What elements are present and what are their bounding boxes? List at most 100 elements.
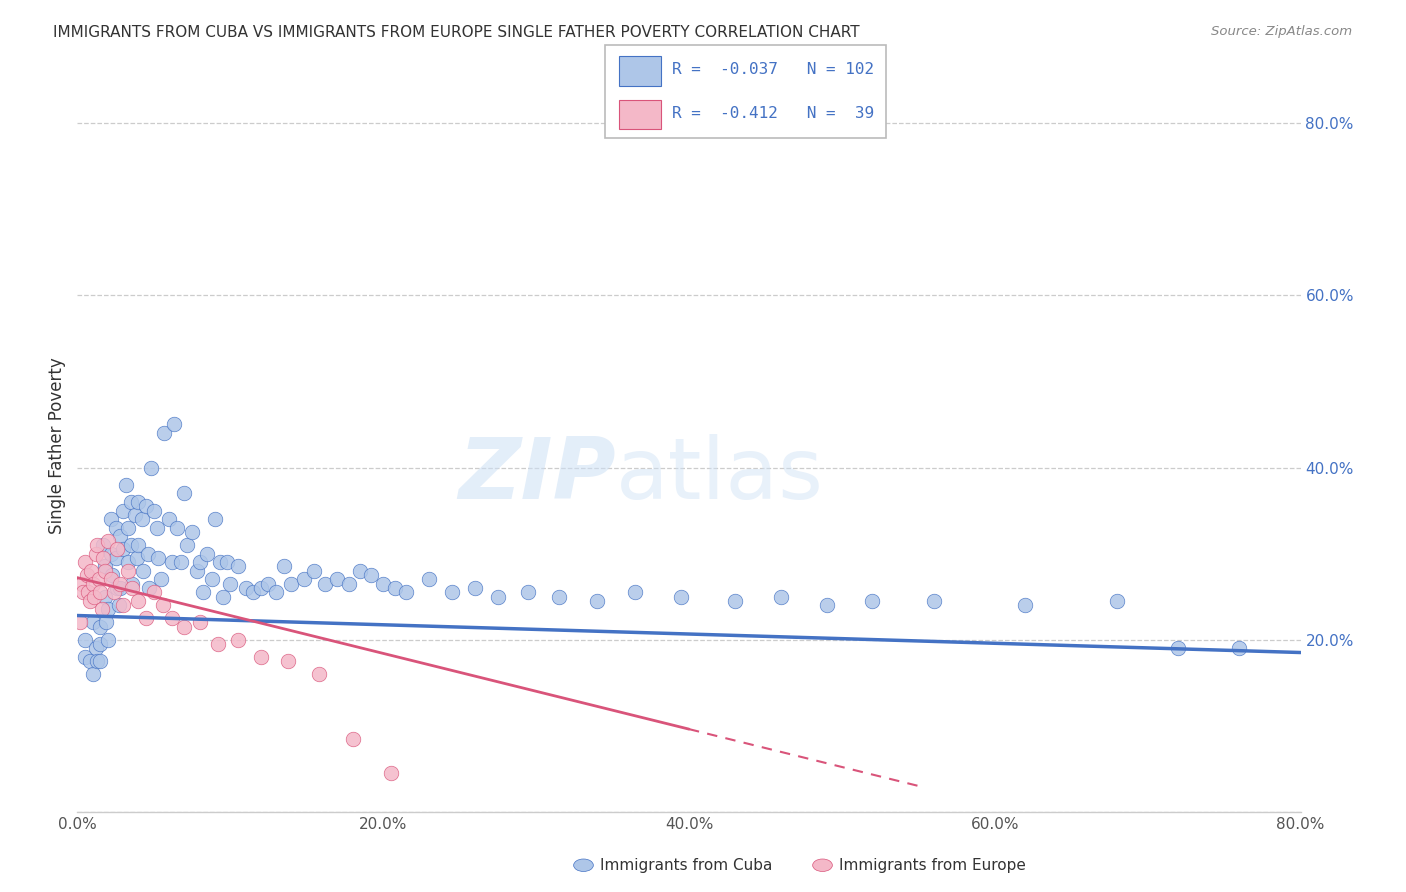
Point <box>84 547 107 561</box>
Point <box>1107 594 1129 608</box>
Point <box>153 426 176 441</box>
Point <box>277 654 299 668</box>
Point <box>121 576 143 591</box>
Point <box>112 542 135 557</box>
Point <box>440 585 463 599</box>
Point <box>112 598 135 612</box>
Point <box>135 611 157 625</box>
Point <box>191 585 214 599</box>
Point <box>150 573 173 587</box>
Point <box>176 538 198 552</box>
Point <box>104 550 127 565</box>
Point <box>371 576 394 591</box>
Text: R =  -0.412   N =  39: R = -0.412 N = 39 <box>672 106 875 120</box>
Point <box>127 538 149 552</box>
Point <box>69 615 91 630</box>
Point <box>207 637 229 651</box>
Point <box>73 632 96 647</box>
Point <box>142 585 165 599</box>
Point <box>82 576 104 591</box>
Point <box>94 590 117 604</box>
Point <box>108 581 131 595</box>
Point <box>384 581 406 595</box>
Point <box>862 594 884 608</box>
Point <box>342 731 364 746</box>
Point <box>115 477 138 491</box>
Point <box>160 611 183 625</box>
Point <box>257 576 280 591</box>
Point <box>72 585 94 599</box>
Point <box>79 654 101 668</box>
Point <box>77 585 100 599</box>
Text: Immigrants from Europe: Immigrants from Europe <box>839 858 1026 872</box>
Point <box>250 581 273 595</box>
Point <box>166 521 188 535</box>
Point <box>208 555 231 569</box>
Point <box>107 598 129 612</box>
Point <box>304 564 326 578</box>
Point <box>204 512 226 526</box>
Point <box>108 529 131 543</box>
Point <box>108 576 131 591</box>
Point <box>100 512 122 526</box>
Y-axis label: Single Father Poverty: Single Father Poverty <box>48 358 66 534</box>
Point <box>148 550 170 565</box>
Point <box>211 590 233 604</box>
Point <box>83 590 105 604</box>
Point <box>1229 641 1251 656</box>
Point <box>117 564 139 578</box>
Point <box>195 547 218 561</box>
Point <box>624 585 647 599</box>
Point <box>86 654 108 668</box>
Point <box>90 602 112 616</box>
Point <box>132 564 155 578</box>
Point <box>97 602 120 616</box>
Text: Immigrants from Cuba: Immigrants from Cuba <box>600 858 773 872</box>
Point <box>82 667 104 681</box>
Point <box>80 564 103 578</box>
Point <box>94 559 117 574</box>
Point <box>242 585 264 599</box>
Point <box>586 594 609 608</box>
Point <box>219 576 242 591</box>
Point <box>273 559 295 574</box>
Point <box>139 460 162 475</box>
Point <box>100 573 122 587</box>
Point <box>360 568 382 582</box>
Point <box>308 667 330 681</box>
Point <box>89 637 111 651</box>
Point <box>671 590 693 604</box>
Point <box>105 542 128 557</box>
Point <box>486 590 509 604</box>
Point <box>73 649 96 664</box>
Point <box>89 654 111 668</box>
Point <box>339 576 361 591</box>
Point <box>103 585 125 599</box>
Point <box>124 508 146 522</box>
Point <box>121 581 143 595</box>
Text: atlas: atlas <box>616 434 824 516</box>
Point <box>105 581 128 595</box>
Point <box>464 581 486 595</box>
Point <box>94 564 117 578</box>
Point <box>112 503 135 517</box>
Point <box>1014 598 1036 612</box>
Point <box>769 590 792 604</box>
Point <box>97 533 120 548</box>
Text: IMMIGRANTS FROM CUBA VS IMMIGRANTS FROM EUROPE SINGLE FATHER POVERTY CORRELATION: IMMIGRANTS FROM CUBA VS IMMIGRANTS FROM … <box>53 25 860 40</box>
Point <box>280 576 302 591</box>
Point <box>188 615 211 630</box>
Point <box>125 550 148 565</box>
Point <box>1167 641 1189 656</box>
Point <box>186 564 208 578</box>
Point <box>815 598 838 612</box>
Point <box>160 555 183 569</box>
Point <box>217 555 239 569</box>
Point <box>163 417 186 432</box>
Point <box>91 550 114 565</box>
Point <box>87 573 110 587</box>
Point <box>146 521 169 535</box>
Point <box>226 559 249 574</box>
Point <box>380 766 402 780</box>
Point <box>104 521 127 535</box>
